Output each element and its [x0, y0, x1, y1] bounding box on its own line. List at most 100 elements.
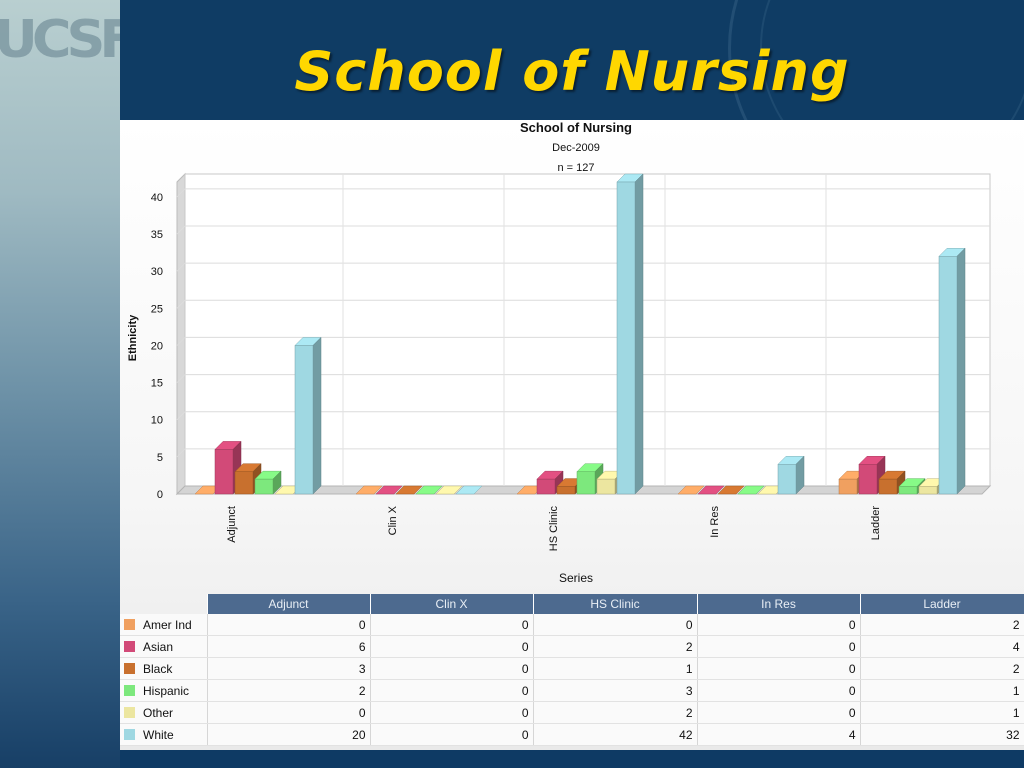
left-wall [176, 172, 186, 496]
y-tick-label: 5 [157, 452, 163, 464]
table-cell: 4 [697, 723, 861, 746]
bar [938, 256, 958, 495]
bar-top [375, 485, 403, 495]
chart-subtitle-n: n = 127 [557, 162, 594, 174]
column-header: Ladder [860, 594, 1024, 614]
table-cell: 0 [370, 614, 534, 636]
table-cell: 0 [697, 679, 861, 702]
y-tick-label: 0 [157, 489, 163, 501]
table-cell: 32 [860, 723, 1024, 746]
table-cell: 1 [860, 679, 1024, 702]
column-header: Adjunct [207, 594, 371, 614]
table-cell: 1 [533, 657, 698, 680]
table-cell: 0 [697, 635, 861, 658]
series-label: White [120, 723, 208, 746]
table-row: Other 0 0 2 0 1 [120, 701, 1024, 724]
y-tick-label: 20 [151, 340, 163, 352]
y-tick-label: 25 [151, 303, 163, 315]
ucsf-logo: UCSF [0, 9, 136, 70]
gridline-side [176, 337, 186, 346]
series-label: Asian [120, 635, 208, 658]
chart-panel: School of Nursing Dec-2009 n = 127 0 5 10 1… [120, 120, 1024, 750]
series-name: Amer Ind [143, 617, 192, 632]
bar-top [435, 485, 463, 495]
x-tick-label: In Res [709, 506, 721, 538]
legend-swatch [124, 640, 135, 652]
bar [294, 345, 314, 495]
bar [898, 486, 918, 495]
table-cell: 6 [207, 635, 371, 658]
bar-top [355, 485, 383, 495]
table-cell: 42 [533, 723, 698, 746]
table-cell: 0 [370, 679, 534, 702]
table-cell: 0 [533, 614, 698, 636]
seal-watermark-inner [760, 0, 1024, 120]
table-cell: 0 [207, 614, 371, 636]
table-cell: 0 [370, 701, 534, 724]
bar-top [677, 485, 705, 495]
table-cell: 1 [860, 701, 1024, 724]
y-tick-label: 15 [151, 378, 163, 390]
table-cell: 0 [370, 657, 534, 680]
bar-side [634, 173, 644, 495]
table-header-row: Adjunct Clin X HS Clinic In Res Ladder [120, 594, 1024, 614]
x-tick-label: Clin X [387, 505, 399, 535]
legend-swatch [124, 618, 135, 630]
table-cell: 3 [533, 679, 698, 702]
column-header: Clin X [370, 594, 534, 614]
data-table: Adjunct Clin X HS Clinic In Res Ladder A… [120, 594, 1024, 746]
bar [878, 478, 898, 495]
bar [576, 471, 596, 495]
table-cell: 0 [207, 701, 371, 724]
legend-swatch [124, 684, 135, 696]
chart-subtitle: Dec-2009 [552, 142, 600, 154]
gridline-side [176, 188, 186, 198]
bar-side [956, 247, 966, 495]
x-axis-label: Series [559, 571, 593, 585]
y-tick-label: 10 [151, 415, 163, 427]
legend-swatch [124, 706, 135, 718]
table-row: Asian 6 0 2 0 4 [120, 635, 1024, 658]
series-name: Black [143, 661, 173, 676]
series-name: Hispanic [143, 683, 190, 698]
bar-top [415, 485, 443, 495]
bar-top [395, 485, 423, 495]
gridline-side [176, 374, 186, 383]
gridline-side [176, 299, 186, 309]
table-cell: 2 [533, 701, 698, 724]
bar [918, 486, 938, 495]
bar [838, 478, 858, 495]
column-header: In Res [697, 594, 861, 614]
sidebar-band: UCSF [0, 0, 136, 768]
series-label: Black [120, 657, 208, 680]
table-cell: 0 [697, 614, 861, 636]
chart-title: School of Nursing [520, 120, 632, 135]
slide-header: School of Nursing [120, 0, 1024, 120]
table-cell: 2 [860, 614, 1024, 636]
table-cell: 4 [860, 635, 1024, 658]
bar [214, 449, 234, 495]
bar [536, 478, 556, 495]
series-name: Other [143, 705, 174, 720]
bar [858, 464, 878, 495]
gridline-side [176, 262, 186, 272]
series-label: Other [120, 701, 208, 724]
bar-top [717, 485, 745, 495]
bar [777, 464, 797, 495]
x-tick-label: HS Clinic [548, 506, 560, 552]
y-axis-label: Ethnicity [127, 314, 139, 361]
series-name: Asian [143, 639, 174, 654]
table-cell: 3 [207, 657, 371, 680]
bar-top [737, 485, 765, 495]
legend-swatch [124, 662, 135, 674]
table-cell: 2 [533, 635, 698, 658]
y-tick-label: 30 [151, 266, 163, 278]
bar [556, 486, 576, 495]
column-header: HS Clinic [533, 594, 698, 614]
table-cell: 0 [370, 635, 534, 658]
gridline-side [176, 448, 186, 458]
bar [596, 478, 616, 495]
bar-top [455, 485, 483, 495]
table-cell: 0 [697, 701, 861, 724]
table-cell: 0 [370, 723, 534, 746]
